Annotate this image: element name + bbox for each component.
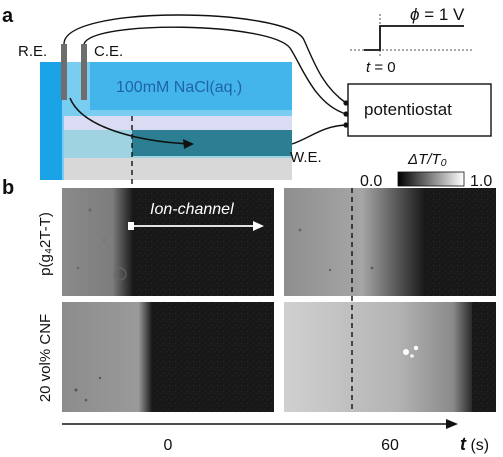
ion-channel-label: Ion-channel <box>150 201 234 218</box>
colorbar-max-label: 1.0 <box>470 173 492 190</box>
time-axis-arrowhead <box>446 419 458 429</box>
ion-channel-arrowhead <box>253 221 264 231</box>
terminal-dots <box>343 100 349 128</box>
ion-flow-arrowhead <box>183 139 194 149</box>
potentiostat-label: potentiostat <box>364 100 452 119</box>
t-symbol: t <box>366 59 371 76</box>
time-axis-tick-0: 0 <box>164 437 173 454</box>
image-tile-cnf-t60 <box>284 302 496 412</box>
substrate <box>64 158 292 180</box>
voltage-step-inset <box>350 14 472 56</box>
step-t-label: t = 0 <box>366 59 396 76</box>
phi-symbol: ϕ <box>410 5 419 24</box>
colorbar <box>397 171 465 187</box>
ce-label: C.E. <box>94 43 123 60</box>
panel-b-letter: b <box>2 177 14 199</box>
time-axis-label: t (s) <box>460 434 489 454</box>
re-label: R.E. <box>18 43 47 60</box>
step-phi-label: ϕ = 1 V <box>410 5 465 24</box>
t-value: = 0 <box>370 59 395 76</box>
potentiostat-box <box>347 83 492 137</box>
colorbar-min-label: 0.0 <box>360 173 382 190</box>
wires <box>63 14 347 145</box>
ion-channel-arrow-tail <box>128 222 134 230</box>
time-axis-unit: (s) <box>466 437 489 454</box>
image-tile-pg42tt-t60 <box>284 188 496 296</box>
electrolyte-label: 100mM NaCl(aq.) <box>116 79 242 96</box>
counter-electrode <box>81 44 87 100</box>
panel-a-letter: a <box>2 5 14 27</box>
row-label-cnf: 20 vol% CNF <box>37 314 54 402</box>
film-layer <box>64 116 292 130</box>
working-electrode-channel <box>132 130 292 156</box>
reference-electrode <box>61 44 67 100</box>
we-label: W.E. <box>290 149 322 166</box>
ion-flow-arrow <box>69 97 193 145</box>
time-axis-symbol: t <box>460 434 467 454</box>
column-separator <box>274 188 284 412</box>
image-tile-cnf-t0 <box>62 302 274 412</box>
image-tile-pg42tt-t0 <box>62 188 274 296</box>
colorbar-title: ΔT/T₀ <box>407 151 447 168</box>
row-label-pg42tt: p(g₄2T-T) <box>37 212 54 276</box>
time-axis-tick-60: 60 <box>381 437 399 454</box>
phi-value: = 1 V <box>419 5 465 24</box>
